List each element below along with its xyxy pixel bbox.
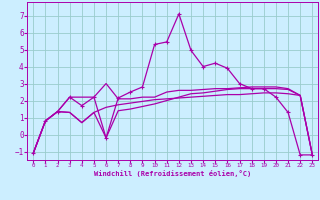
X-axis label: Windchill (Refroidissement éolien,°C): Windchill (Refroidissement éolien,°C) bbox=[94, 170, 252, 177]
